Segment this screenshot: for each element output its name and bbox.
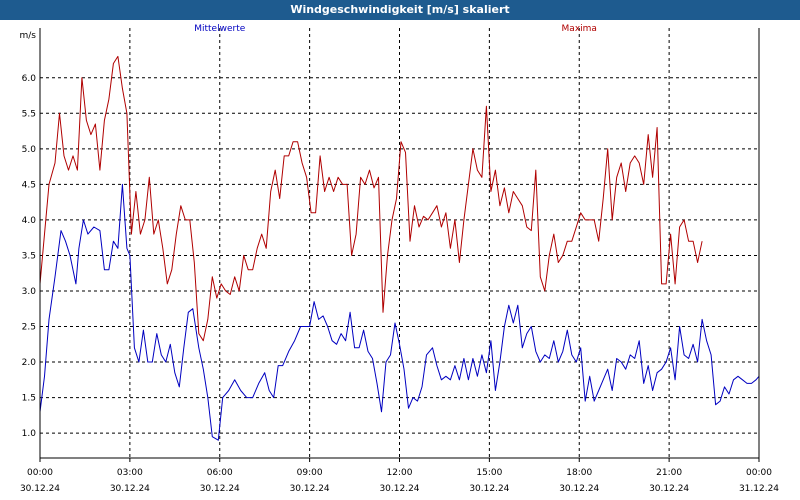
y-tick-label: 5.5 xyxy=(22,109,36,119)
wind-speed-chart: 1.0 1.5 2.0 2.5 3.0 3.5 4.0 4.5 5.0 5.5 6.0 m/s 00:… xyxy=(20,24,780,494)
series-line-maxima xyxy=(39,55,703,342)
x-tick-label-time: 12:00 xyxy=(387,468,413,478)
x-tick-label-date: 30.12.24 xyxy=(469,484,509,494)
x-tick-label-date: 30.12.24 xyxy=(379,484,419,494)
x-tick-label-time: 09:00 xyxy=(297,468,323,478)
y-axis-unit-label: m/s xyxy=(20,31,37,41)
x-tick-label-time: 21:00 xyxy=(656,468,682,478)
y-tick-label: 2.0 xyxy=(22,358,37,368)
x-tick-label-time: 00:00 xyxy=(27,468,53,478)
window-title: Windgeschwindigkeit [m/s] skaliert xyxy=(0,0,800,20)
y-tick-label: 5.0 xyxy=(22,145,37,155)
series-line-mittelwerte xyxy=(39,183,760,441)
x-tick-label-date: 30.12.24 xyxy=(559,484,599,494)
x-tick-label-date: 30.12.24 xyxy=(200,484,240,494)
y-tick-label: 3.0 xyxy=(22,287,37,297)
plot-frame xyxy=(39,28,760,462)
y-tick-label: 3.5 xyxy=(22,251,36,261)
y-tick-label: 6.0 xyxy=(22,74,37,84)
y-axis-tick-labels: 1.0 1.5 2.0 2.5 3.0 3.5 4.0 4.5 5.0 5.5 6.0 m/s xyxy=(20,31,37,439)
x-tick-label-time: 15:00 xyxy=(476,468,502,478)
x-tick-label-time: 06:00 xyxy=(207,468,233,478)
x-tick-label-date: 30.12.24 xyxy=(649,484,689,494)
x-tick-label-date: 30.12.24 xyxy=(290,484,330,494)
series-lines xyxy=(39,55,760,441)
legend: Mittelwerte Maxima xyxy=(194,24,597,34)
x-axis-tick-labels: 00:00 30.12.24 03:00 30.12.24 06:00 30.12.24 0… xyxy=(20,468,779,494)
x-tick-label-time: 00:00 xyxy=(746,468,772,478)
legend-entry-maxima: Maxima xyxy=(562,24,597,34)
y-tick-label: 4.5 xyxy=(22,180,36,190)
x-tick-label-time: 18:00 xyxy=(566,468,592,478)
grid-lines xyxy=(40,28,759,458)
y-tick-label: 1.5 xyxy=(22,394,36,404)
x-tick-label-date: 30.12.24 xyxy=(110,484,150,494)
y-tick-label: 4.0 xyxy=(22,216,37,226)
x-tick-label-date: 31.12.24 xyxy=(739,484,779,494)
x-tick-label-time: 03:00 xyxy=(117,468,143,478)
x-tick-label-date: 30.12.24 xyxy=(20,484,60,494)
legend-entry-mittelwerte: Mittelwerte xyxy=(194,24,245,34)
y-tick-label: 1.0 xyxy=(22,429,37,439)
y-tick-label: 2.5 xyxy=(22,323,36,333)
